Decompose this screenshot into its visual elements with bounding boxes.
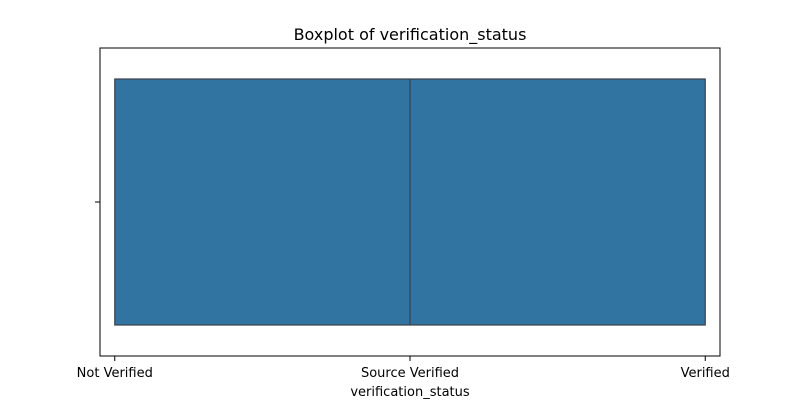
x-axis-label: verification_status [350,385,470,400]
x-axis-ticks: Not Verified Source Verified Verified [77,356,730,381]
chart-marks [114,78,706,326]
x-tick-label: Not Verified [77,366,153,381]
x-tick-label: Verified [681,366,730,381]
x-tick-label: Source Verified [361,366,459,381]
chart-title: Boxplot of verification_status [294,25,527,45]
